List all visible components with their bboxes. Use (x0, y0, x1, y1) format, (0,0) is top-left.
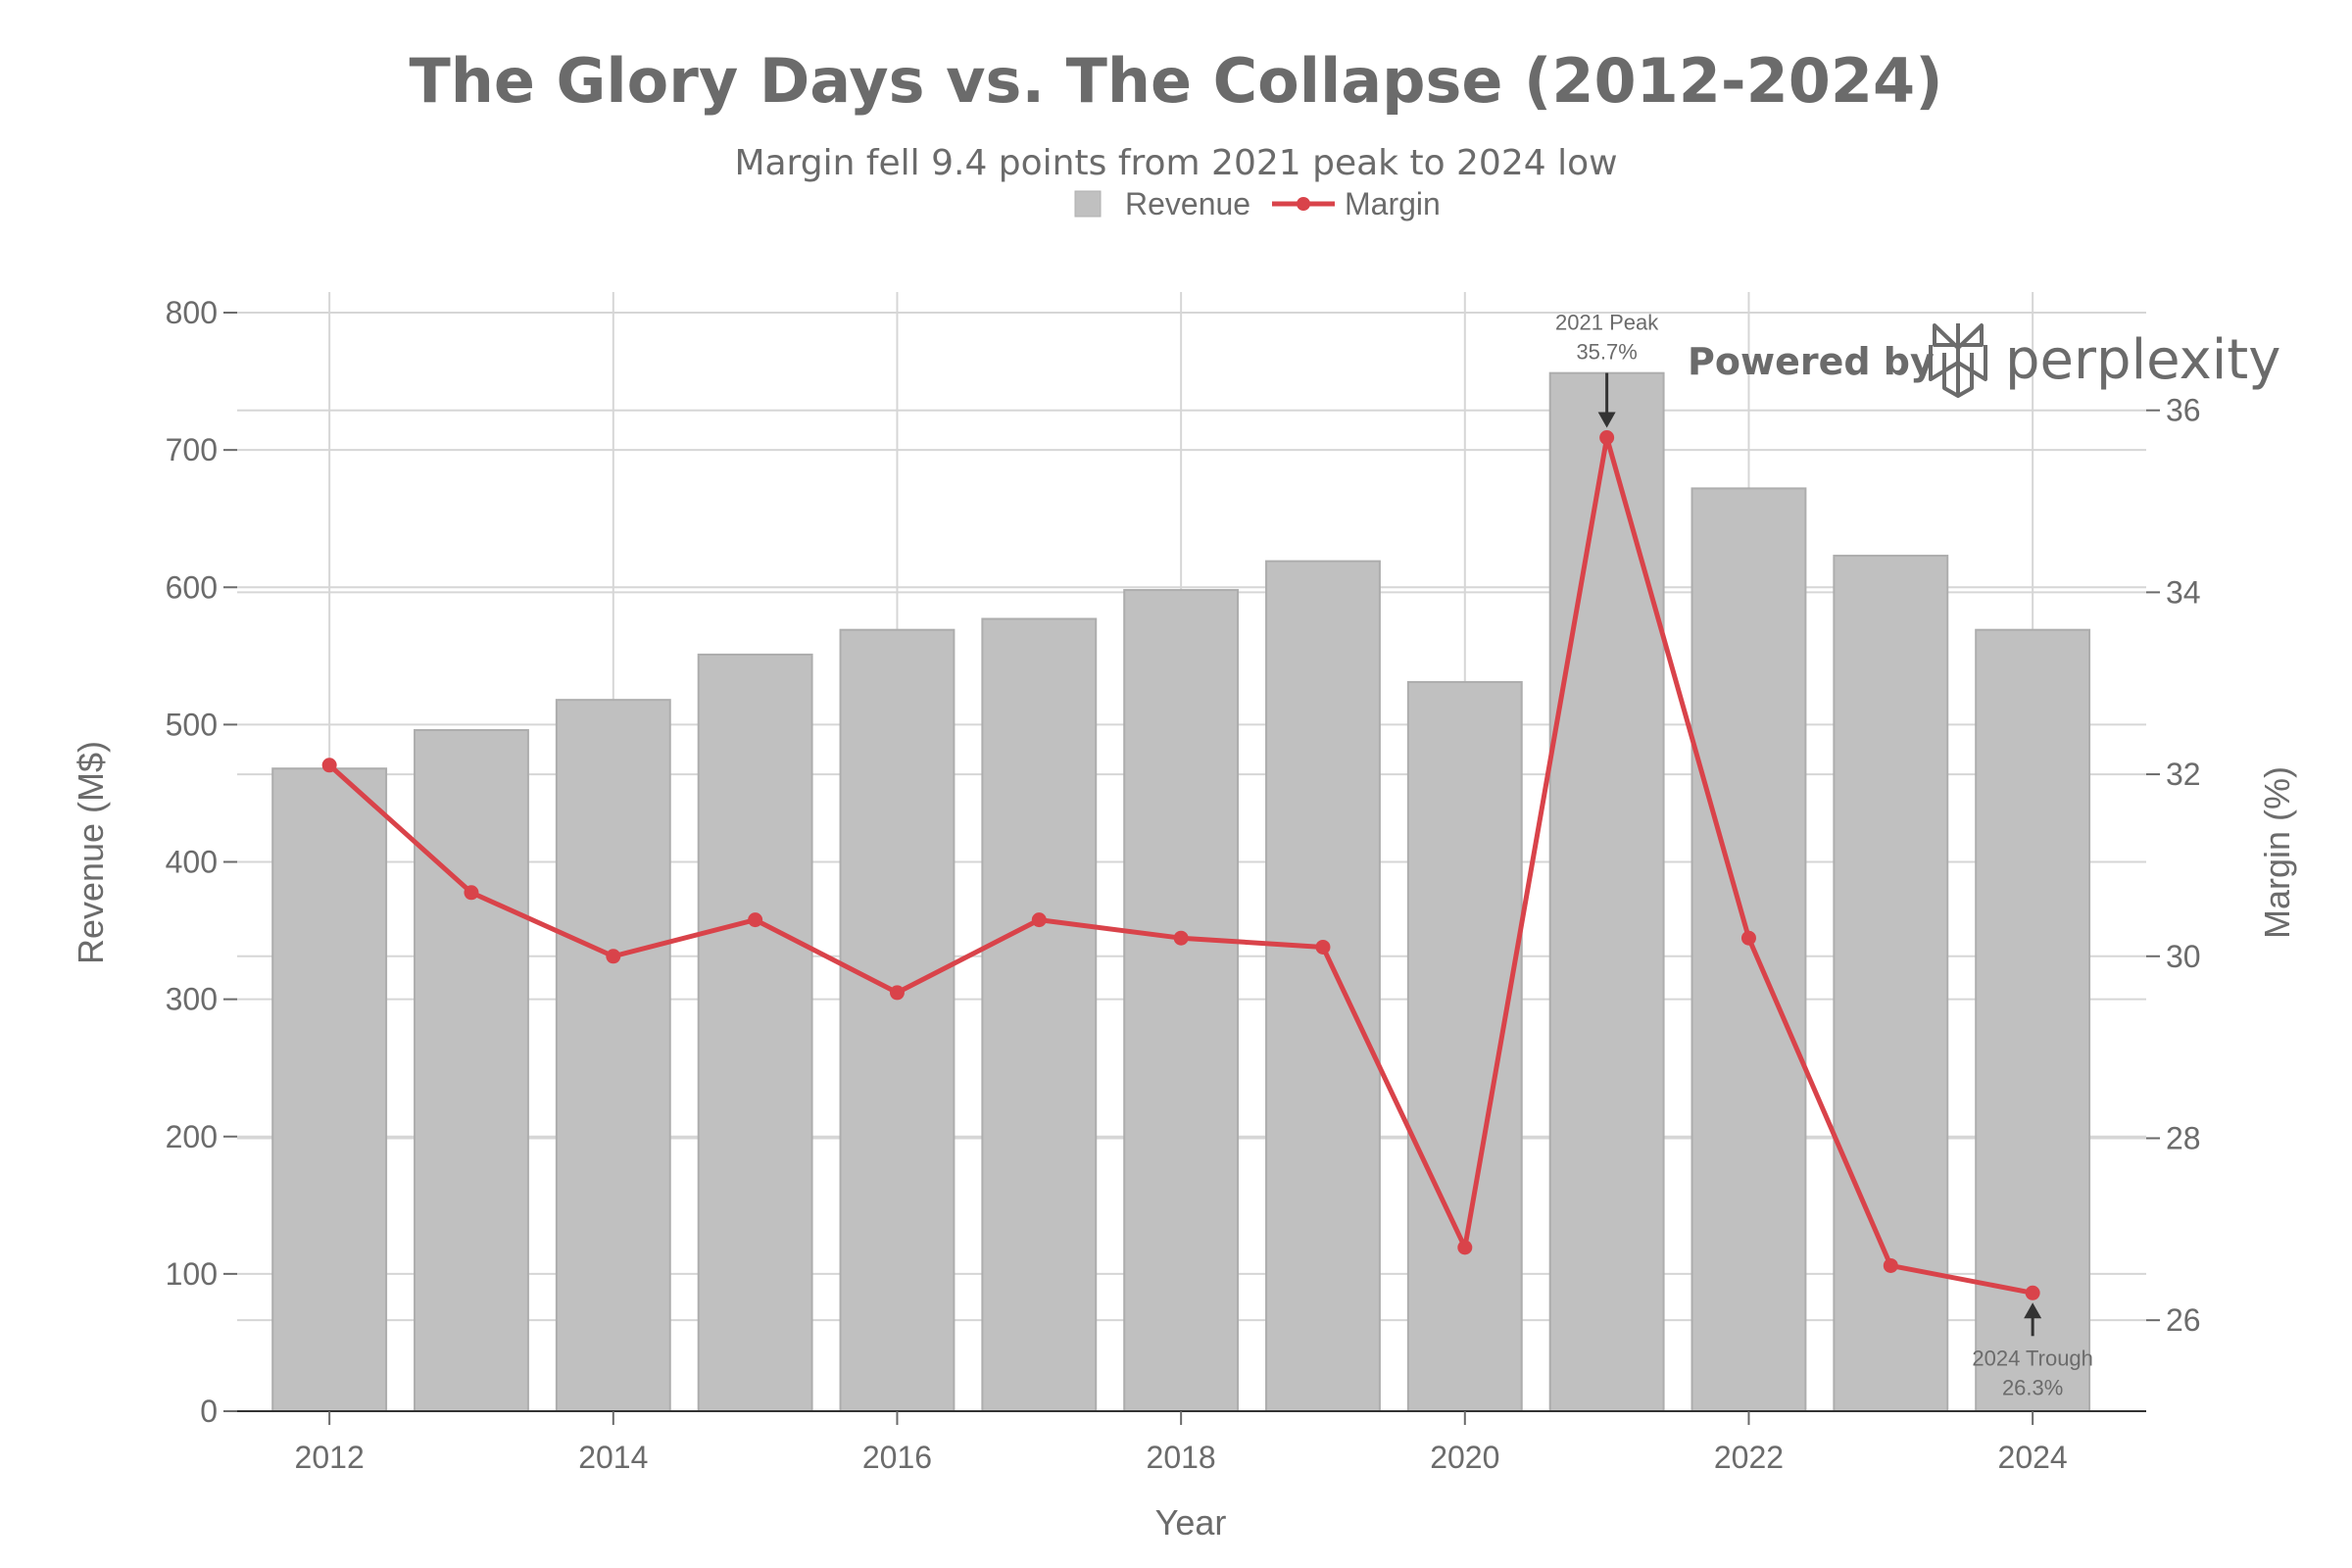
y-tick-label: 100 (166, 1256, 218, 1292)
y-tick-label: 500 (166, 707, 218, 742)
x-tick-label: 2020 (1430, 1440, 1499, 1475)
revenue-bar-2017 (981, 617, 1098, 1412)
x-tick-label: 2024 (1998, 1440, 2068, 1475)
perplexity-watermark: Powered by perplexity (1688, 323, 2280, 398)
x-tick-label: 2016 (862, 1440, 932, 1475)
revenue-bars (271, 371, 2091, 1413)
x-tick-label: 2018 (1147, 1440, 1216, 1475)
y-tick-label: 700 (166, 432, 218, 467)
revenue-bar-2016 (839, 628, 956, 1412)
y2-tick-label: 36 (2166, 393, 2201, 428)
margin-point-2012 (321, 758, 337, 773)
revenue-bar-2019 (1265, 560, 1381, 1412)
watermark-brand: perplexity (2005, 328, 2280, 392)
x-tick-label: 2012 (295, 1440, 365, 1475)
y2-tick-label: 26 (2166, 1302, 2201, 1338)
margin-line-series (321, 430, 2040, 1300)
y-tick-label: 800 (166, 295, 218, 330)
y-axis-title: Revenue (M$) (71, 741, 111, 964)
y2-tick-label: 34 (2166, 574, 2201, 610)
y-tick-label: 200 (166, 1119, 218, 1154)
margin-point-2015 (748, 912, 763, 928)
annotations: 2021 Peak 35.7% 2024 Trough 26.3% (1555, 311, 2093, 1400)
peak-annotation-line2: 35.7% (1576, 340, 1637, 365)
revenue-bar-2023 (1833, 555, 1949, 1412)
chart-title: The Glory Days vs. The Collapse (2012-20… (409, 45, 1942, 117)
y2-tick-label: 30 (2166, 939, 2201, 974)
revenue-bar-2015 (697, 653, 813, 1412)
y2-tick-label: 28 (2166, 1120, 2201, 1155)
y2-tick-label: 32 (2166, 757, 2201, 792)
x-tick-label: 2014 (578, 1440, 648, 1475)
margin-point-2014 (606, 949, 621, 964)
y-tick-label: 300 (166, 982, 218, 1017)
margin-point-2023 (1883, 1257, 1898, 1273)
margin-point-2024 (2025, 1285, 2040, 1300)
margin-point-2013 (464, 885, 479, 901)
peak-annotation-line1: 2021 Peak (1555, 311, 1659, 335)
legend-margin-label[interactable]: Margin (1345, 186, 1441, 221)
x-tick-label: 2022 (1714, 1440, 1784, 1475)
legend-revenue-swatch (1074, 190, 1102, 218)
revenue-bar-2022 (1690, 487, 1807, 1412)
legend[interactable]: Revenue Margin (1074, 186, 1441, 221)
watermark-powered-by: Powered by (1688, 340, 1935, 383)
axes: 0 100 200 300 400 500 600 700 800 26 28 30 32 34 36 201… (166, 295, 2201, 1475)
y-tick-label: 0 (200, 1394, 218, 1429)
legend-margin-marker (1297, 197, 1310, 211)
margin-point-2019 (1315, 939, 1331, 955)
peak-arrow-head (1597, 412, 1616, 428)
margin-point-2016 (889, 985, 905, 1001)
perplexity-logo-icon (1929, 323, 1987, 398)
margin-point-2020 (1457, 1240, 1473, 1255)
y-tick-label: 600 (166, 569, 218, 605)
revenue-bar-2018 (1123, 589, 1240, 1412)
margin-point-2018 (1173, 930, 1189, 946)
margin-point-2022 (1740, 930, 1756, 946)
trough-arrow-head (2024, 1302, 2042, 1319)
chart-subtitle: Margin fell 9.4 points from 2021 peak to… (734, 143, 1617, 183)
legend-revenue-label[interactable]: Revenue (1125, 186, 1250, 221)
revenue-bar-2024 (1975, 628, 2091, 1412)
revenue-bar-2020 (1406, 680, 1523, 1412)
x-axis-title: Year (1155, 1502, 1227, 1543)
revenue-bar-2013 (414, 728, 529, 1412)
revenue-bar-2014 (555, 699, 671, 1412)
y2-axis-title: Margin (%) (2257, 766, 2297, 939)
margin-point-2021 (1599, 430, 1615, 446)
revenue-bar-2012 (271, 767, 388, 1412)
trough-annotation-line2: 26.3% (2002, 1375, 2063, 1399)
margin-point-2017 (1031, 912, 1047, 928)
revenue-bar-2021 (1548, 371, 1665, 1413)
y-tick-label: 400 (166, 845, 218, 880)
trough-annotation-line1: 2024 Trough (1972, 1346, 2093, 1370)
